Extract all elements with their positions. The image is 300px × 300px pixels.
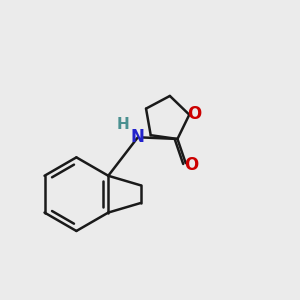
Text: H: H [117, 117, 129, 132]
Text: O: O [188, 105, 202, 123]
Text: N: N [131, 128, 145, 146]
Text: O: O [184, 157, 198, 175]
